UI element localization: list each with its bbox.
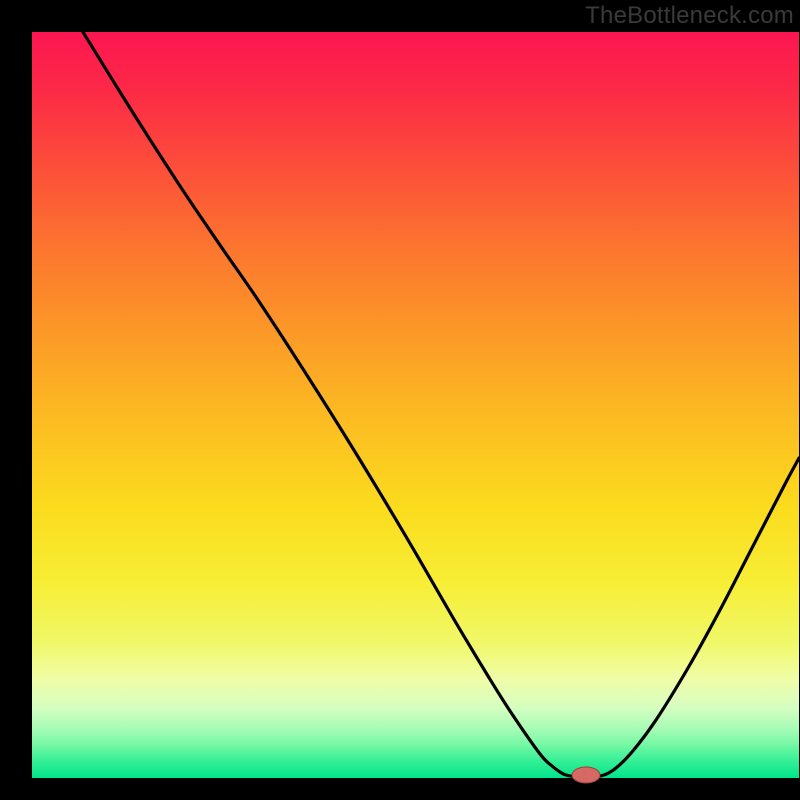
bottleneck-chart <box>0 0 800 800</box>
valley-marker <box>572 767 600 783</box>
frame-bottom <box>0 778 800 800</box>
frame-left <box>0 0 32 800</box>
chart-container: TheBottleneck.com <box>0 0 800 800</box>
watermark-text: TheBottleneck.com <box>585 2 794 30</box>
plot-background <box>32 32 799 778</box>
